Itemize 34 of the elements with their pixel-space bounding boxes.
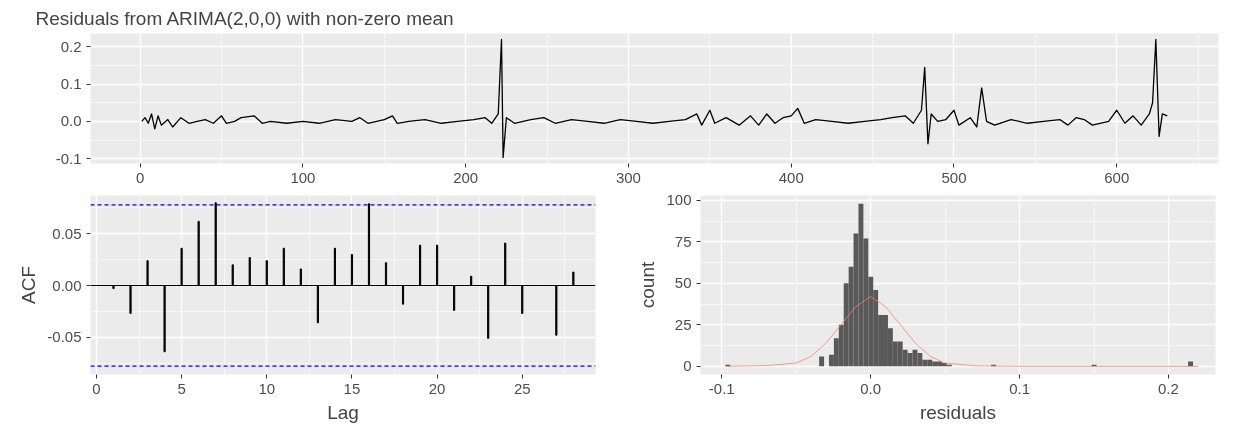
x-axis-title: residuals: [919, 401, 997, 423]
x-tick-label: 400: [778, 168, 804, 186]
x-tick-label: 20: [428, 379, 446, 397]
y-tick-label: 0.05: [52, 224, 82, 242]
x-tick-label: 0.0: [860, 379, 882, 397]
y-tick-label: 0.2: [60, 37, 82, 55]
y-tick-label: 25: [674, 315, 692, 333]
x-tick-label: 15: [343, 379, 361, 397]
y-tick-label: 0.00: [52, 276, 82, 294]
x-tick-label: 10: [258, 379, 276, 397]
y-tick-label: 0: [683, 357, 692, 375]
x-tick-label: 200: [453, 168, 479, 186]
x-tick-label: 25: [513, 379, 531, 397]
x-tick-label: 100: [290, 168, 316, 186]
y-tick-label: 0.0: [60, 112, 82, 130]
x-tick-label: 500: [941, 168, 967, 186]
x-tick-label: 300: [615, 168, 641, 186]
y-tick-label: 100: [666, 191, 692, 209]
x-tick-label: -0.1: [708, 379, 735, 397]
y-axis-title: count: [637, 261, 659, 309]
x-axis-title: Lag: [327, 401, 359, 423]
y-tick-label: -0.1: [55, 149, 82, 167]
x-tick-label: 600: [1104, 168, 1130, 186]
chart-title: Residuals from ARIMA(2,0,0) with non-zero mean: [35, 7, 454, 29]
y-tick-label: 75: [674, 232, 692, 250]
x-tick-label: 0.1: [1009, 379, 1030, 397]
x-tick-label: 5: [177, 379, 186, 397]
x-tick-label: 0.2: [1158, 379, 1179, 397]
x-tick-label: 0: [92, 379, 101, 397]
y-tick-label: 0.1: [60, 75, 82, 93]
y-axis-title: ACF: [18, 266, 40, 304]
x-tick-label: 0: [135, 168, 145, 186]
y-tick-label: 50: [674, 274, 692, 292]
y-tick-label: -0.05: [47, 328, 82, 346]
